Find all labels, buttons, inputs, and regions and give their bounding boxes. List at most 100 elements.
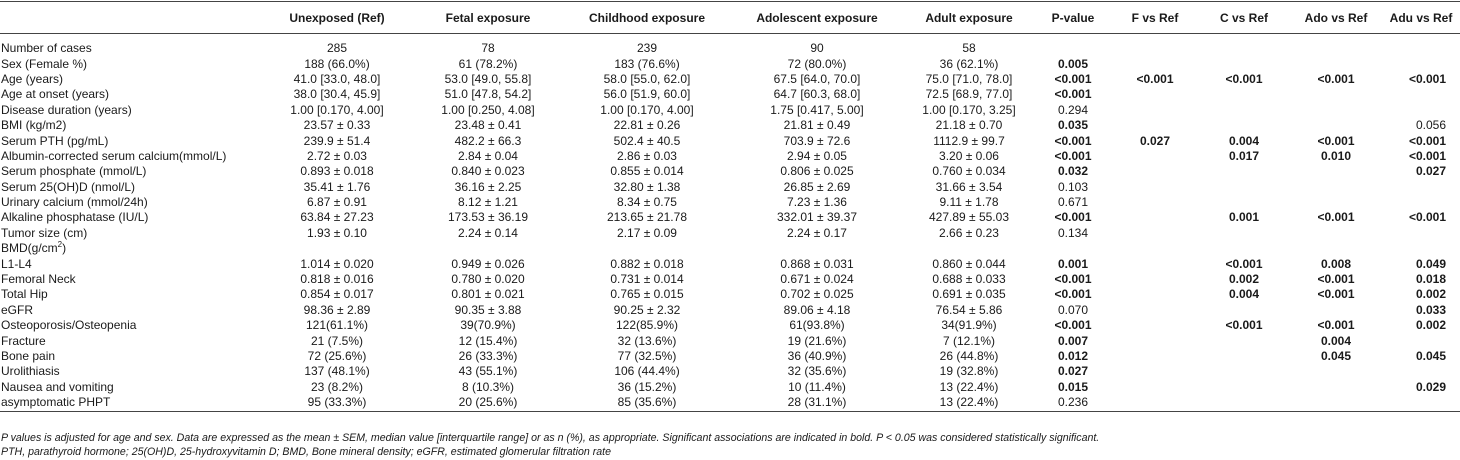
table-cell: 1.00 [0.250, 4.08] [441,102,535,117]
table-cell: 21.81 ± 0.49 [783,118,851,133]
table-cell: 32 (13.6%) [617,333,677,348]
column-header: Unexposed (Ref) [262,1,412,34]
table-cell [1112,87,1198,102]
row-label: Urolithiasis [1,364,60,379]
table-cell [1112,118,1198,133]
table-cell: 106 (44.4%) [614,364,680,379]
table-cell [1112,164,1198,179]
table-cell: <0.001 [1225,256,1263,271]
column-header: Adult exposure [904,1,1034,34]
table-cell: 90 [810,41,824,56]
footnote-statistics: P values is adjusted for age and sex. Da… [1,432,1100,444]
table-cell: <0.001 [1317,71,1355,86]
table-cell: 0.818 ± 0.016 [300,272,374,287]
table-cell: 90.25 ± 2.32 [613,302,681,317]
table-cell: 78 [481,41,495,56]
table-cell: 0.017 [1228,148,1260,163]
row-label: Serum PTH (pg/mL) [1,133,109,148]
column-header: Childhood exposure [564,1,730,34]
table-cell [1290,87,1382,102]
row-label: Age (years) [1,71,64,86]
table-cell [1198,241,1290,256]
table-cell: 1.00 [0.170, 4.00] [600,102,694,117]
table-cell [1112,34,1198,57]
table-cell: 0.070 [1057,302,1089,317]
table-cell [1290,180,1382,195]
table-cell: 32 (35.6%) [787,364,847,379]
table-cell: 10 (11.4%) [788,379,846,394]
table-cell: <0.001 [1054,318,1092,333]
table-cell: 0.027 [1139,133,1171,148]
table-cell: 8.12 ± 1.21 [458,195,518,210]
table-cell: 703.9 ± 72.6 [783,133,851,148]
table-cell [1198,394,1290,413]
table-cell: 23.48 ± 0.41 [454,118,522,133]
table-cell: 0.004 [1228,133,1260,148]
row-label: Tumor size (cm) [1,225,88,240]
column-header: C vs Ref [1198,1,1290,34]
table-cell: <0.001 [1054,210,1092,225]
table-cell [1034,241,1112,256]
table-cell [1112,380,1198,395]
row-label: Urinary calcium (mmol/24h) [1,195,148,210]
row-label: Nausea and vomiting [1,379,114,394]
column-header: P-value [1034,1,1112,34]
table-row: Fracture 21 (7.5%) 12 (15.4%) 32 (13.6%) 19 … [0,333,1460,348]
row-label: Alkaline phosphatase (IU/L) [1,210,149,225]
table-row: eGFR 98.36 ± 2.89 90.35 ± 3.88 90.25 ± 2.32… [0,303,1460,318]
table-cell [904,241,1034,256]
table-cell: 0.005 [1057,56,1089,71]
row-label: Total Hip [1,287,48,302]
table-cell: 0.004 [1228,287,1260,302]
table-cell: 0.854 ± 0.017 [300,287,374,302]
table-cell [1112,149,1198,164]
table-row: Albumin-corrected serum calcium(mmol/L) 2… [0,149,1460,164]
table-cell [1112,349,1198,364]
table-cell: <0.001 [1054,133,1092,148]
table-cell: <0.001 [1136,71,1174,86]
table-cell: 90.35 ± 3.88 [454,302,522,317]
table-cell [1290,118,1382,133]
table-cell: 72.5 [68.9, 77.0] [925,87,1013,102]
table-cell: 21 (7.5%) [310,333,364,348]
table-cell [1382,333,1460,348]
table-cell: 8 (10.3%) [461,379,515,394]
table-cell [1112,272,1198,287]
table-cell: 0.671 ± 0.024 [780,272,854,287]
table-cell: <0.001 [1317,272,1355,287]
table-cell [1382,103,1460,118]
table-cell: 2.86 ± 0.03 [617,148,677,163]
table-row: BMD(g/cm2) [0,241,1460,256]
row-label: Serum phosphate (mmol/L) [1,164,147,179]
table-row: Osteoporosis/Osteopenia 121(61.1%) 39(70.9… [0,318,1460,333]
table-cell: <0.001 [1054,148,1092,163]
table-cell: 0.806 ± 0.025 [780,164,854,179]
table-cell [1382,241,1460,256]
table-cell: 0.840 ± 0.023 [451,164,525,179]
table-row: Age (years) 41.0 [33.0, 48.0] 53.0 [49.0, … [0,72,1460,87]
row-label: Albumin-corrected serum calcium(mmol/L) [1,148,227,163]
table-cell [1198,380,1290,395]
table-cell: 2.17 ± 0.09 [617,225,677,240]
table-cell: 85 (35.6%) [564,394,730,413]
table-cell: 61(93.8%) [789,318,845,333]
table-cell: 0.010 [1320,148,1352,163]
table-cell [1290,303,1382,318]
table-cell: 0.001 [1057,256,1089,271]
table-cell [1290,226,1382,241]
table-cell: 7.23 ± 1.36 [787,195,847,210]
table-cell: 0.012 [1057,349,1089,363]
table-cell: 502.4 ± 40.5 [613,133,681,148]
table-cell: 58 [962,41,976,56]
table-cell [1112,56,1198,71]
results-table: Unexposed (Ref) Fetal exposure Childhood e… [0,1,1460,413]
table-cell: 9.11 ± 1.78 [939,195,999,210]
row-label: Sex (Female %) [1,56,88,71]
table-cell: 482.2 ± 66.3 [454,133,522,148]
table-cell: 32.80 ± 1.38 [613,179,681,194]
table-cell [1034,34,1112,57]
table-cell: 36 (62.1%) [939,56,999,71]
table-cell: 12 (15.4%) [458,333,518,348]
table-cell [1290,380,1382,395]
table-cell [1112,180,1198,195]
